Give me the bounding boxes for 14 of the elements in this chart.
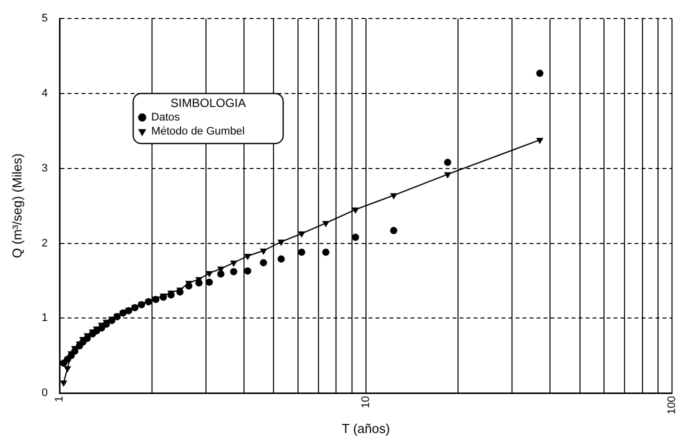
legend-title: SIMBOLOGIA (170, 96, 246, 110)
legend-label: Método de Gumbel (151, 126, 245, 138)
y-tick-label: 4 (42, 88, 48, 100)
x-tick-label: 100 (666, 396, 678, 414)
x-axis-title: T (años) (342, 420, 390, 436)
y-tick-label: 5 (42, 12, 48, 25)
x-tick-label: 1 (54, 396, 66, 402)
legend-label: Datos (151, 112, 180, 124)
y-tick-label: 3 (42, 162, 48, 174)
x-tick-label: 10 (360, 396, 372, 408)
y-tick-label: 0 (42, 387, 48, 400)
y-axis-title: Q (m³/seg) (Miles) (9, 153, 24, 258)
y-tick-label: 1 (42, 312, 48, 324)
y-tick-label: 2 (42, 237, 48, 250)
